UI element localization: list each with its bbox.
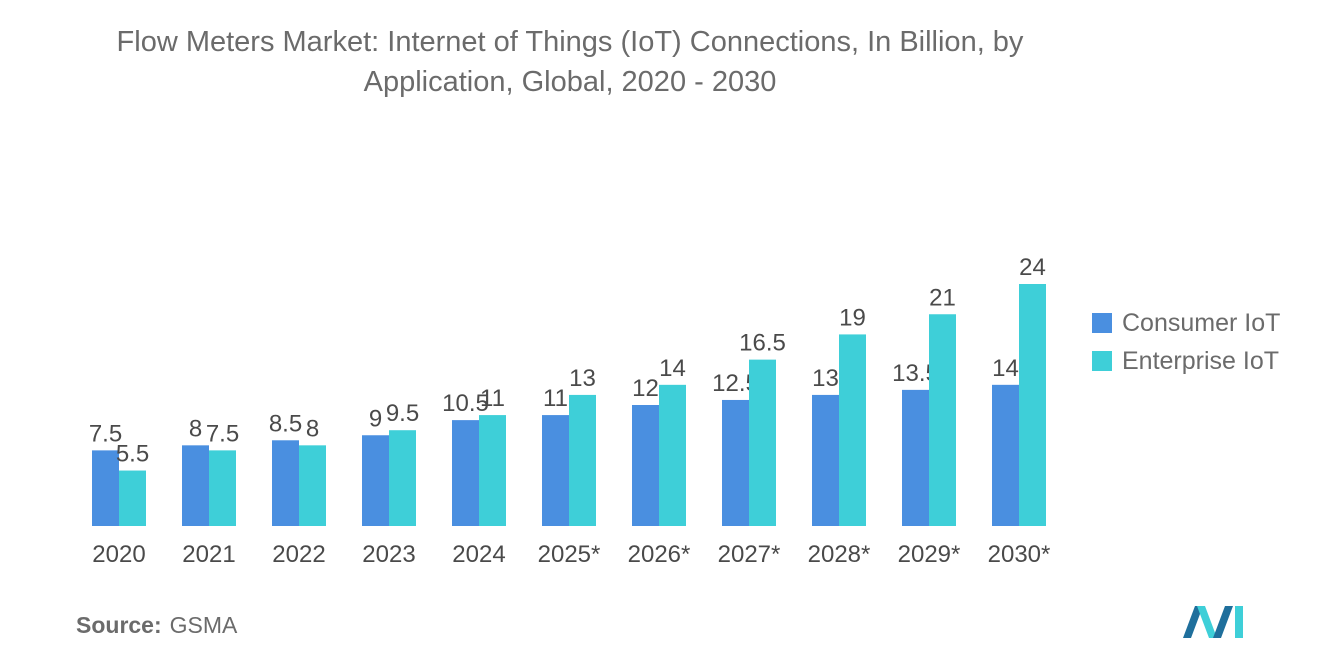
bar-consumer-iot-2029 [902,389,929,526]
bar-enterprise-iot-2027 [749,359,776,526]
data-label-enterprise-iot-2029: 21 [929,284,956,311]
legend-item-consumer-iot[interactable]: Consumer IoT [1092,304,1280,342]
brand-logo-icon [1183,606,1243,638]
bar-enterprise-iot-2024 [479,415,506,526]
data-label-enterprise-iot-2020: 5.5 [116,441,149,468]
data-label-consumer-iot-2021: 8 [189,415,202,442]
bar-enterprise-iot-2028 [839,334,866,526]
source-note: Source: GSMA [76,612,237,639]
data-label-enterprise-iot-2021: 7.5 [206,420,239,447]
data-label-consumer-iot-2025: 11 [543,385,568,412]
bar-consumer-iot-2023 [362,435,389,526]
chart-legend: Consumer IoT Enterprise IoT [1092,304,1280,380]
legend-swatch-enterprise-iot [1092,351,1112,371]
bar-consumer-iot-2028 [812,394,839,526]
data-label-enterprise-iot-2026: 14 [659,355,686,382]
data-label-consumer-iot-2023: 9 [369,405,382,432]
chart-title: Flow Meters Market: Internet of Things (… [40,22,1100,102]
bar-consumer-iot-2026 [632,405,659,526]
bar-enterprise-iot-2026 [659,384,686,526]
bar-enterprise-iot-2023 [389,430,416,526]
bar-consumer-iot-2024 [452,420,479,526]
data-label-consumer-iot-2022: 8.5 [269,410,302,437]
data-label-enterprise-iot-2025: 13 [569,365,596,392]
bar-consumer-iot-2021 [182,445,209,526]
data-label-enterprise-iot-2030: 24 [1019,254,1046,281]
data-label-consumer-iot-2020: 7.5 [89,420,122,447]
x-tick-label-2026: 2026* [628,541,691,568]
x-tick-label-2021: 2021 [182,541,235,568]
bar-enterprise-iot-2025 [569,394,596,526]
data-label-consumer-iot-2030: 14 [992,355,1019,382]
data-label-enterprise-iot-2023: 9.5 [386,400,419,427]
data-label-enterprise-iot-2024: 11 [480,385,505,412]
bar-enterprise-iot-2029 [929,314,956,526]
x-tick-label-2029: 2029* [898,541,961,568]
legend-label-enterprise-iot: Enterprise IoT [1122,346,1280,375]
data-label-enterprise-iot-2022: 8 [306,415,319,442]
chart-title-line2: Application, Global, 2020 - 2030 [363,66,777,98]
x-tick-label-2022: 2022 [272,541,325,568]
bar-enterprise-iot-2022 [299,445,326,526]
data-label-consumer-iot-2024: 10.5 [442,390,489,417]
bar-enterprise-iot-2020 [119,470,146,526]
source-value: GSMA [169,612,238,638]
bar-consumer-iot-2027 [722,399,749,526]
x-tick-label-2027: 2027* [718,541,781,568]
x-tick-label-2023: 2023 [362,541,415,568]
bar-consumer-iot-2020 [92,450,119,526]
x-tick-label-2028: 2028* [808,541,871,568]
data-label-enterprise-iot-2027: 16.5 [739,330,786,357]
bar-consumer-iot-2030 [992,384,1019,526]
bar-enterprise-iot-2030 [1019,284,1046,526]
data-label-enterprise-iot-2028: 19 [839,304,866,331]
legend-label-consumer-iot: Consumer IoT [1122,308,1281,337]
legend-swatch-consumer-iot [1092,313,1112,333]
x-tick-label-2030: 2030* [988,541,1051,568]
data-label-consumer-iot-2028: 13 [812,365,839,392]
source-label: Source: [76,612,162,638]
data-label-consumer-iot-2026: 12 [632,375,659,402]
legend-item-enterprise-iot[interactable]: Enterprise IoT [1092,342,1280,380]
x-tick-label-2020: 2020 [92,541,145,568]
bar-consumer-iot-2025 [542,415,569,526]
x-tick-label-2025: 2025* [538,541,601,568]
x-tick-label-2024: 2024 [452,541,505,568]
bar-enterprise-iot-2021 [209,450,236,526]
chart-title-line1: Flow Meters Market: Internet of Things (… [116,26,1024,58]
bar-consumer-iot-2022 [272,440,299,526]
